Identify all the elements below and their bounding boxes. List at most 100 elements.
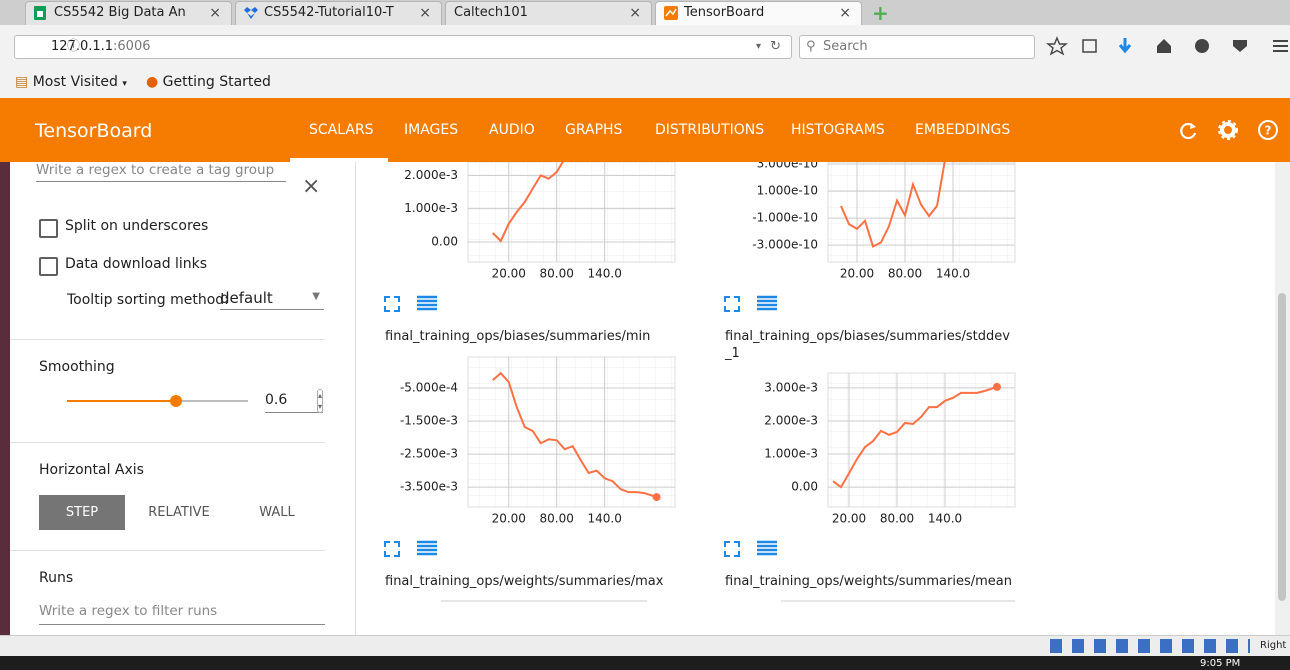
- runs-filter-input[interactable]: Write a regex to filter runs: [39, 603, 218, 619]
- slider-track: [67, 395, 248, 407]
- tab[interactable]: CS5542 Big Data An ×: [25, 1, 232, 25]
- nav-tab[interactable]: SCALARS: [309, 122, 374, 138]
- svg-text:?: ?: [1265, 124, 1272, 138]
- separator: [10, 339, 325, 340]
- y-tick-label: 2.000e-3: [764, 413, 818, 427]
- plot-content: [492, 371, 661, 502]
- app-title: TensorBoard: [35, 120, 153, 142]
- url-port: :6006: [113, 39, 151, 54]
- smoothing-label: Smoothing: [39, 359, 115, 375]
- tray-text: Right C: [1260, 640, 1290, 651]
- search-bar[interactable]: ⚲ Search: [799, 35, 1035, 59]
- active-indicator: [290, 158, 388, 162]
- new-tab[interactable]: +: [872, 1, 889, 25]
- axis-option[interactable]: WALL: [259, 505, 295, 520]
- bookmarks-bar: ▤ Most Visited ▾ ● Getting Started: [0, 67, 1290, 99]
- axis-option[interactable]: RELATIVE: [148, 505, 210, 520]
- plot-area: [827, 162, 1016, 263]
- tooltip-select[interactable]: default ▼: [220, 289, 324, 310]
- y-tick-label: 3.000e-10: [757, 157, 818, 171]
- tab-bar: CS5542 Big Data An × CS5542-Tutorial10-T ×…: [0, 0, 1290, 25]
- nav-tab[interactable]: AUDIO: [489, 122, 535, 138]
- tab-title: TensorBoard: [684, 5, 765, 20]
- y-tick-label: -3.000e-10: [752, 238, 818, 252]
- bookmark-label: Getting Started: [162, 74, 271, 90]
- tab-close[interactable]: ×: [209, 5, 221, 21]
- x-tick-label: 20.00: [840, 267, 874, 281]
- nav-tab[interactable]: EMBEDDINGS: [915, 122, 1011, 138]
- plot-content: [832, 382, 1001, 489]
- bookmark[interactable]: ● Getting Started: [146, 74, 271, 90]
- y-tick-label: 0.00: [431, 235, 458, 249]
- tag-regex-input[interactable]: Write a regex to create a tag group: [36, 162, 275, 178]
- url-bar[interactable]: 127.0.1.1:6006 ⓘ ▾ ↻: [14, 35, 792, 59]
- y-tick-label: -5.000e-4: [400, 381, 458, 395]
- tab[interactable]: TensorBoard ×: [655, 1, 862, 25]
- card-icons: [384, 295, 1015, 602]
- plot-area: [827, 372, 1016, 508]
- launcher: [0, 162, 10, 635]
- x-tick-label: 20.00: [492, 267, 526, 281]
- tooltip-value: default: [220, 289, 273, 307]
- smoothing-input[interactable]: 0.6 ▴ ▾: [265, 389, 323, 413]
- card-title: final_training_ops/biases/summaries/stdd…: [725, 329, 1010, 361]
- slider-knob[interactable]: [169, 395, 182, 407]
- card-title: final_training_ops/biases/summaries/min: [385, 329, 651, 344]
- separator: [10, 442, 325, 443]
- bookmark[interactable]: ▤ Most Visited ▾: [15, 74, 127, 90]
- horizontal-axis-label: Horizontal Axis: [39, 462, 144, 478]
- scrollbar-thumb[interactable]: [1278, 293, 1286, 601]
- axis-option-selected[interactable]: STEP: [39, 495, 125, 530]
- header-icons: ?: [1180, 120, 1278, 140]
- line-chart: -3.000e-10 -1.000e-10 1.000e-10 3.000e-10 20…: [752, 157, 1016, 281]
- card-title: final_training_ops/weights/summaries/mea…: [725, 574, 1012, 589]
- nav-tab[interactable]: HISTOGRAMS: [791, 122, 885, 138]
- y-tick-label: -3.500e-3: [400, 480, 458, 494]
- tab-close[interactable]: ×: [839, 5, 851, 21]
- nav-tab[interactable]: GRAPHS: [565, 122, 623, 138]
- checkbox-label: Split on underscores: [65, 218, 209, 234]
- checkbox[interactable]: [39, 219, 58, 238]
- app-header: TensorBoard SCALARS IMAGES AUDIO GRAPHS DIST…: [0, 98, 1290, 162]
- checkbox[interactable]: [39, 257, 58, 276]
- input-underline: [39, 624, 325, 625]
- x-tick-label: 20.00: [832, 512, 866, 526]
- tab-close[interactable]: ×: [629, 5, 641, 21]
- tab[interactable]: CS5542-Tutorial10-T ×: [235, 1, 442, 25]
- x-tick-label: 140.0: [587, 267, 621, 281]
- x-tick-label: 20.00: [492, 512, 526, 526]
- taskbar: 9:05 PM: [0, 656, 1290, 670]
- nav-tab[interactable]: DISTRIBUTIONS: [655, 122, 765, 138]
- tab-close[interactable]: ×: [419, 5, 431, 21]
- tab-title: Caltech101: [454, 5, 528, 20]
- x-tick-label: 140.0: [936, 267, 970, 281]
- system-tray: Right C: [0, 635, 1290, 657]
- sheets-icon: [34, 6, 46, 20]
- tab[interactable]: Caltech101 ×: [445, 1, 652, 25]
- y-tick-label: 3.000e-3: [764, 380, 818, 394]
- x-tick-label: 80.00: [888, 267, 922, 281]
- x-tick-label: 80.00: [540, 267, 574, 281]
- tensorboard-icon: [664, 6, 678, 20]
- y-tick-label: -1.000e-10: [752, 211, 818, 225]
- plot-content: [840, 162, 946, 248]
- x-tick-label: 140.0: [587, 512, 621, 526]
- dropbox-icon: [244, 7, 258, 19]
- separator: [10, 550, 325, 551]
- bookmark-label: Most Visited: [32, 74, 118, 90]
- scrollbar: [1275, 162, 1290, 635]
- line-chart: 0.00 1.000e-3 2.000e-3 3.000e-3 20.00 80.00 14…: [764, 372, 1016, 526]
- charts: 0.001.000e-32.000e-320.00 80.00 140.0-3.00…: [384, 157, 1016, 602]
- runs-label: Runs: [39, 570, 74, 586]
- series-line: [832, 385, 998, 489]
- hover-point: [993, 382, 1001, 391]
- clear-button[interactable]: ×: [302, 174, 321, 199]
- series-line: [492, 162, 564, 243]
- y-tick-label: 1.000e-10: [757, 184, 818, 198]
- plot-area: [467, 162, 676, 263]
- tab-title: CS5542-Tutorial10-T: [264, 5, 394, 20]
- url-host: 127.0.1.1: [51, 39, 114, 54]
- nav-tab[interactable]: IMAGES: [404, 122, 459, 138]
- line-chart: -3.500e-3 -2.500e-3 -1.500e-3 -5.000e-4 20.0…: [400, 356, 676, 526]
